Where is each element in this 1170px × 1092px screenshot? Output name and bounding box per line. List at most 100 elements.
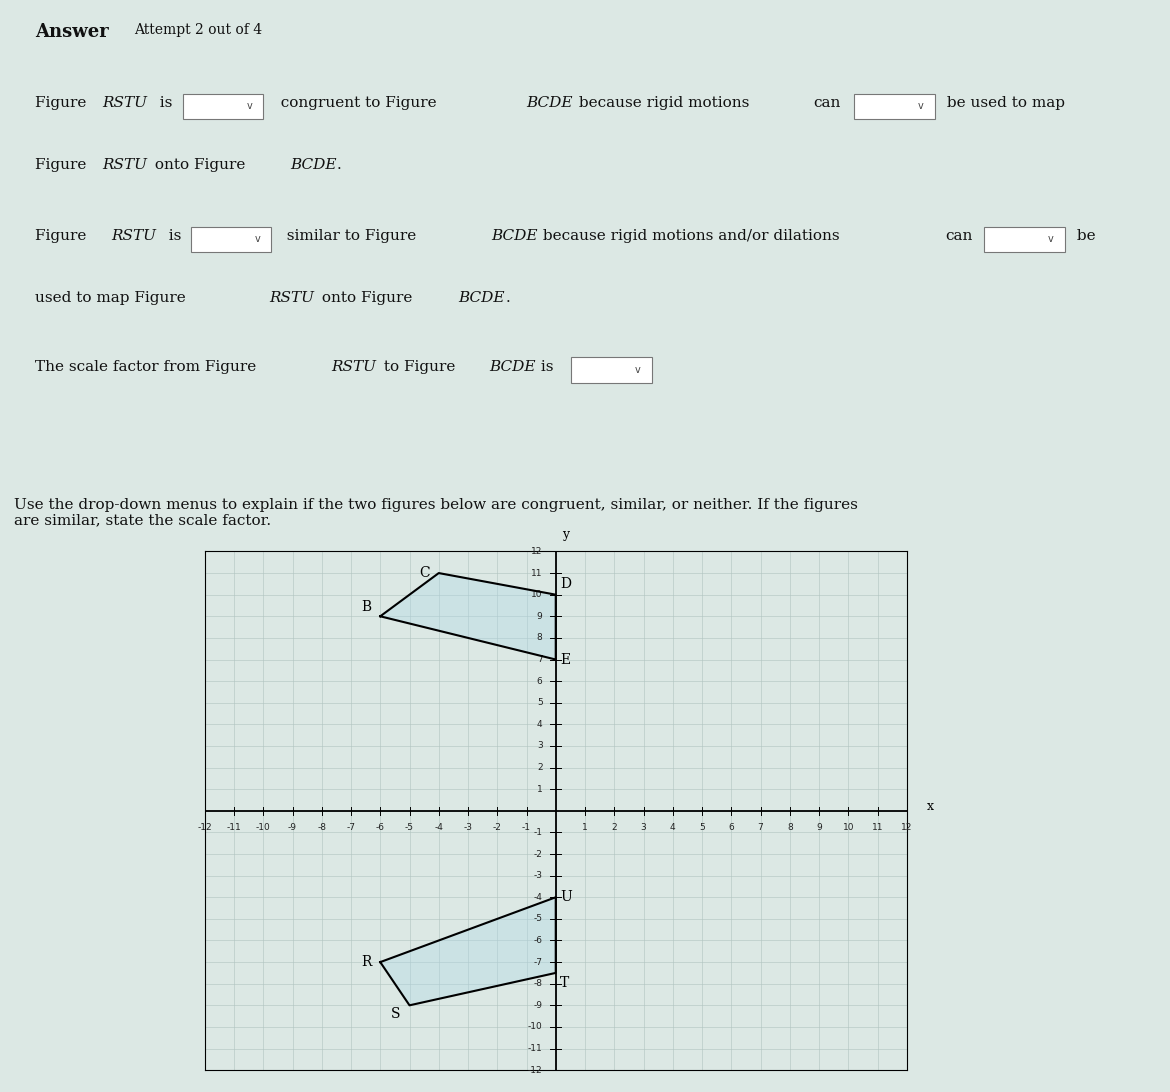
Text: 1: 1 [583, 822, 587, 832]
Text: v: v [247, 102, 252, 111]
FancyBboxPatch shape [854, 94, 935, 119]
Text: used to map Figure: used to map Figure [35, 292, 191, 306]
Text: 2: 2 [612, 822, 617, 832]
Text: 11: 11 [872, 822, 883, 832]
Text: Figure: Figure [35, 229, 96, 244]
Text: -4: -4 [534, 893, 543, 902]
Text: 3: 3 [641, 822, 646, 832]
Text: 3: 3 [537, 741, 543, 750]
Text: -2: -2 [534, 850, 543, 858]
Text: onto Figure: onto Figure [150, 158, 250, 173]
Text: to Figure: to Figure [379, 360, 460, 375]
Text: 7: 7 [537, 655, 543, 664]
Text: because rigid motions: because rigid motions [574, 96, 755, 110]
Text: -10: -10 [528, 1022, 543, 1032]
Text: because rigid motions and/or dilations: because rigid motions and/or dilations [538, 229, 845, 244]
Text: v: v [255, 235, 260, 245]
Text: 8: 8 [787, 822, 792, 832]
Text: BCDE: BCDE [290, 158, 337, 173]
Text: x: x [927, 800, 934, 812]
Text: -6: -6 [534, 936, 543, 945]
Text: T: T [560, 976, 570, 990]
Polygon shape [380, 573, 556, 660]
Text: 2: 2 [537, 763, 543, 772]
Text: 9: 9 [537, 612, 543, 620]
Text: 1: 1 [537, 785, 543, 794]
Text: 5: 5 [700, 822, 704, 832]
Text: Figure: Figure [35, 96, 91, 110]
Text: -9: -9 [288, 822, 297, 832]
Text: R: R [362, 956, 372, 969]
Text: 9: 9 [817, 822, 821, 832]
Polygon shape [380, 898, 556, 1006]
Text: be: be [1072, 229, 1095, 244]
Text: BCDE: BCDE [489, 360, 536, 375]
Text: 4: 4 [537, 720, 543, 728]
Text: is: is [536, 360, 553, 375]
Text: -11: -11 [528, 1044, 543, 1053]
Text: Figure: Figure [35, 158, 91, 173]
Text: Answer: Answer [35, 23, 109, 40]
Text: -5: -5 [534, 914, 543, 924]
Text: 8: 8 [537, 633, 543, 642]
Text: onto Figure: onto Figure [317, 292, 418, 306]
Text: 12: 12 [901, 822, 913, 832]
Text: -1: -1 [534, 828, 543, 836]
Text: RSTU: RSTU [111, 229, 156, 244]
Text: -3: -3 [463, 822, 473, 832]
Text: 7: 7 [758, 822, 763, 832]
Text: -11: -11 [227, 822, 241, 832]
Text: congruent to Figure: congruent to Figure [271, 96, 442, 110]
Text: C: C [419, 566, 431, 580]
Text: RSTU: RSTU [269, 292, 314, 306]
Text: -10: -10 [256, 822, 270, 832]
Text: can: can [813, 96, 840, 110]
Text: .: . [505, 292, 510, 306]
Text: RSTU: RSTU [331, 360, 376, 375]
Text: 10: 10 [842, 822, 854, 832]
Text: RSTU: RSTU [102, 96, 146, 110]
Text: v: v [1048, 235, 1053, 245]
Text: S: S [391, 1008, 400, 1021]
Text: RSTU: RSTU [102, 158, 146, 173]
Text: similar to Figure: similar to Figure [277, 229, 421, 244]
Text: -8: -8 [317, 822, 326, 832]
Text: -6: -6 [376, 822, 385, 832]
Text: -2: -2 [493, 822, 502, 832]
Text: 12: 12 [531, 547, 543, 556]
Text: -7: -7 [346, 822, 356, 832]
Text: -1: -1 [522, 822, 531, 832]
Text: 6: 6 [537, 677, 543, 686]
Text: 11: 11 [531, 569, 543, 578]
Text: -7: -7 [534, 958, 543, 966]
FancyBboxPatch shape [571, 357, 652, 383]
Text: BCDE: BCDE [459, 292, 505, 306]
Text: can: can [945, 229, 972, 244]
Text: 6: 6 [729, 822, 734, 832]
Text: be used to map: be used to map [942, 96, 1065, 110]
FancyBboxPatch shape [183, 94, 263, 119]
FancyBboxPatch shape [984, 226, 1065, 252]
Text: -8: -8 [534, 980, 543, 988]
Text: 4: 4 [670, 822, 675, 832]
Text: B: B [362, 601, 372, 614]
Text: BCDE: BCDE [491, 229, 538, 244]
Text: .: . [337, 158, 342, 173]
Text: v: v [635, 365, 640, 376]
Text: 5: 5 [537, 698, 543, 708]
Text: U: U [560, 890, 572, 904]
Text: BCDE: BCDE [526, 96, 573, 110]
Text: E: E [560, 653, 570, 666]
Text: Use the drop-down menus to explain if the two figures below are congruent, simil: Use the drop-down menus to explain if th… [14, 498, 858, 527]
Text: D: D [560, 578, 571, 592]
Text: y: y [563, 527, 570, 541]
Text: -12: -12 [528, 1066, 543, 1075]
Text: -9: -9 [534, 1001, 543, 1010]
Text: -12: -12 [198, 822, 212, 832]
Text: 10: 10 [531, 590, 543, 600]
Text: -5: -5 [405, 822, 414, 832]
Text: v: v [918, 102, 923, 111]
FancyBboxPatch shape [191, 226, 271, 252]
Text: -4: -4 [434, 822, 443, 832]
Text: The scale factor from Figure: The scale factor from Figure [35, 360, 261, 375]
